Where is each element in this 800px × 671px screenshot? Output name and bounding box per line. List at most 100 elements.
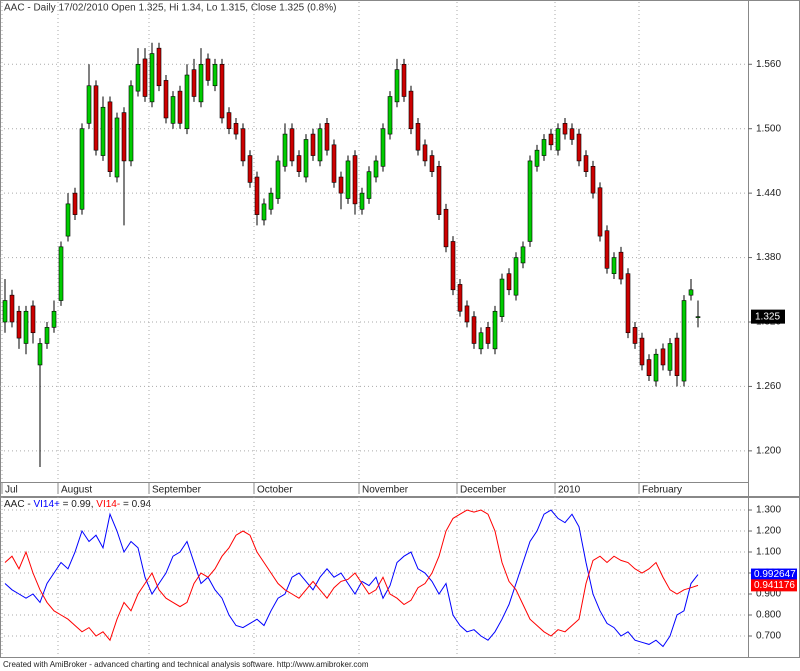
candle-body — [492, 310, 498, 350]
candle-body — [688, 289, 694, 296]
candle-body — [520, 246, 526, 264]
candle-body — [345, 160, 351, 199]
candle-body — [513, 257, 519, 296]
candle-body — [310, 133, 316, 156]
candle-body — [79, 128, 85, 210]
candle-body — [401, 63, 407, 97]
last-value-label: 0.941176 — [754, 580, 795, 591]
candle-body — [667, 343, 673, 371]
candle-body — [653, 353, 659, 382]
candle-body — [478, 332, 484, 350]
candle-body — [156, 47, 162, 87]
candle-body — [373, 160, 379, 178]
candle-body — [100, 106, 106, 156]
candle-body — [177, 90, 183, 124]
candle-body — [408, 90, 414, 130]
last-value-box — [751, 579, 797, 592]
candle-body — [289, 128, 295, 162]
candle-body — [366, 171, 372, 199]
y-tick-label: 1.260 — [756, 381, 781, 392]
candle-body — [93, 85, 99, 151]
candle-body — [359, 192, 365, 210]
candle-body — [191, 69, 197, 97]
candle-body — [338, 176, 344, 194]
candle-body — [541, 139, 547, 156]
candle-body — [380, 128, 386, 167]
candle-body — [149, 53, 155, 103]
x-tick-label: February — [642, 485, 682, 496]
candle-body — [422, 144, 428, 162]
candle-body — [506, 273, 512, 291]
candle-body — [219, 63, 225, 119]
x-tick-label: December — [460, 485, 507, 496]
candle-body — [583, 155, 589, 172]
x-tick-label: 2010 — [558, 485, 581, 496]
candle-body — [681, 300, 687, 382]
candle-body — [30, 305, 36, 334]
candle-body — [121, 112, 127, 162]
x-tick-label: August — [61, 485, 92, 496]
last-price-label: 1.325 — [755, 311, 780, 322]
last-price-box — [751, 309, 785, 324]
candle-body — [639, 337, 645, 366]
x-tick-label: November — [362, 485, 409, 496]
candle-body — [261, 203, 267, 221]
y-tick-label: 1.500 — [756, 123, 781, 134]
indicator-title: AAC - VI14+ = 0.99, VI14- = 0.94 — [4, 499, 152, 510]
candle-body — [646, 359, 652, 376]
candle-body — [275, 160, 281, 199]
chart-title: AAC - Daily 17/02/2010 Open 1.325, Hi 1.… — [4, 3, 336, 14]
indicator-line — [4, 509, 699, 648]
candle-body — [415, 123, 421, 151]
candle-body — [450, 241, 456, 291]
candle-body — [23, 310, 29, 344]
candle-body — [555, 128, 561, 151]
candle-body — [107, 101, 113, 172]
candle-body — [604, 230, 610, 269]
candle-body — [387, 96, 393, 135]
indicator-plus-value: = 0.99, — [63, 499, 94, 510]
candle-body — [163, 80, 169, 119]
candle-body — [205, 58, 211, 81]
candle-body — [44, 327, 50, 344]
candle-body — [674, 337, 680, 376]
candle-body — [352, 155, 358, 205]
candle-body — [268, 192, 274, 210]
y-tick-label: 1.200 — [756, 445, 781, 456]
candle-body — [65, 203, 71, 237]
x-tick-label: Jul — [5, 485, 18, 496]
candle-body — [436, 165, 442, 215]
candle-body — [618, 251, 624, 280]
y-tick-label: 1.380 — [756, 252, 781, 263]
x-tick-label: October — [257, 485, 293, 496]
candle-body — [170, 96, 176, 124]
candle-body — [597, 187, 603, 237]
candle-body — [443, 208, 449, 248]
candle-body — [317, 128, 323, 162]
candle-body — [499, 278, 505, 317]
candle-body — [331, 144, 337, 183]
footer: Created with AmiBroker - advanced charti… — [3, 660, 369, 669]
last-value-label: 0.992647 — [754, 569, 796, 580]
candle-body — [471, 316, 477, 344]
y-tick-label: 1.560 — [756, 59, 781, 70]
indicator-prefix: AAC - — [4, 499, 31, 510]
candle-body — [562, 123, 568, 135]
candle-body — [114, 117, 120, 178]
candle-body — [226, 112, 232, 130]
candle-body — [296, 155, 302, 172]
candle-body — [58, 246, 64, 301]
candle-body — [590, 165, 596, 194]
candle-body — [695, 316, 701, 318]
y-tick-label: 0.800 — [756, 610, 781, 621]
candle-body — [576, 133, 582, 162]
candle-body — [611, 257, 617, 274]
y-tick-label: 0.700 — [756, 631, 781, 642]
candle-body — [233, 123, 239, 135]
indicator-minus-name: VI14- — [96, 499, 120, 510]
candle-body — [240, 128, 246, 162]
candle-body — [142, 58, 148, 97]
y-tick-label: 1.440 — [756, 188, 781, 199]
